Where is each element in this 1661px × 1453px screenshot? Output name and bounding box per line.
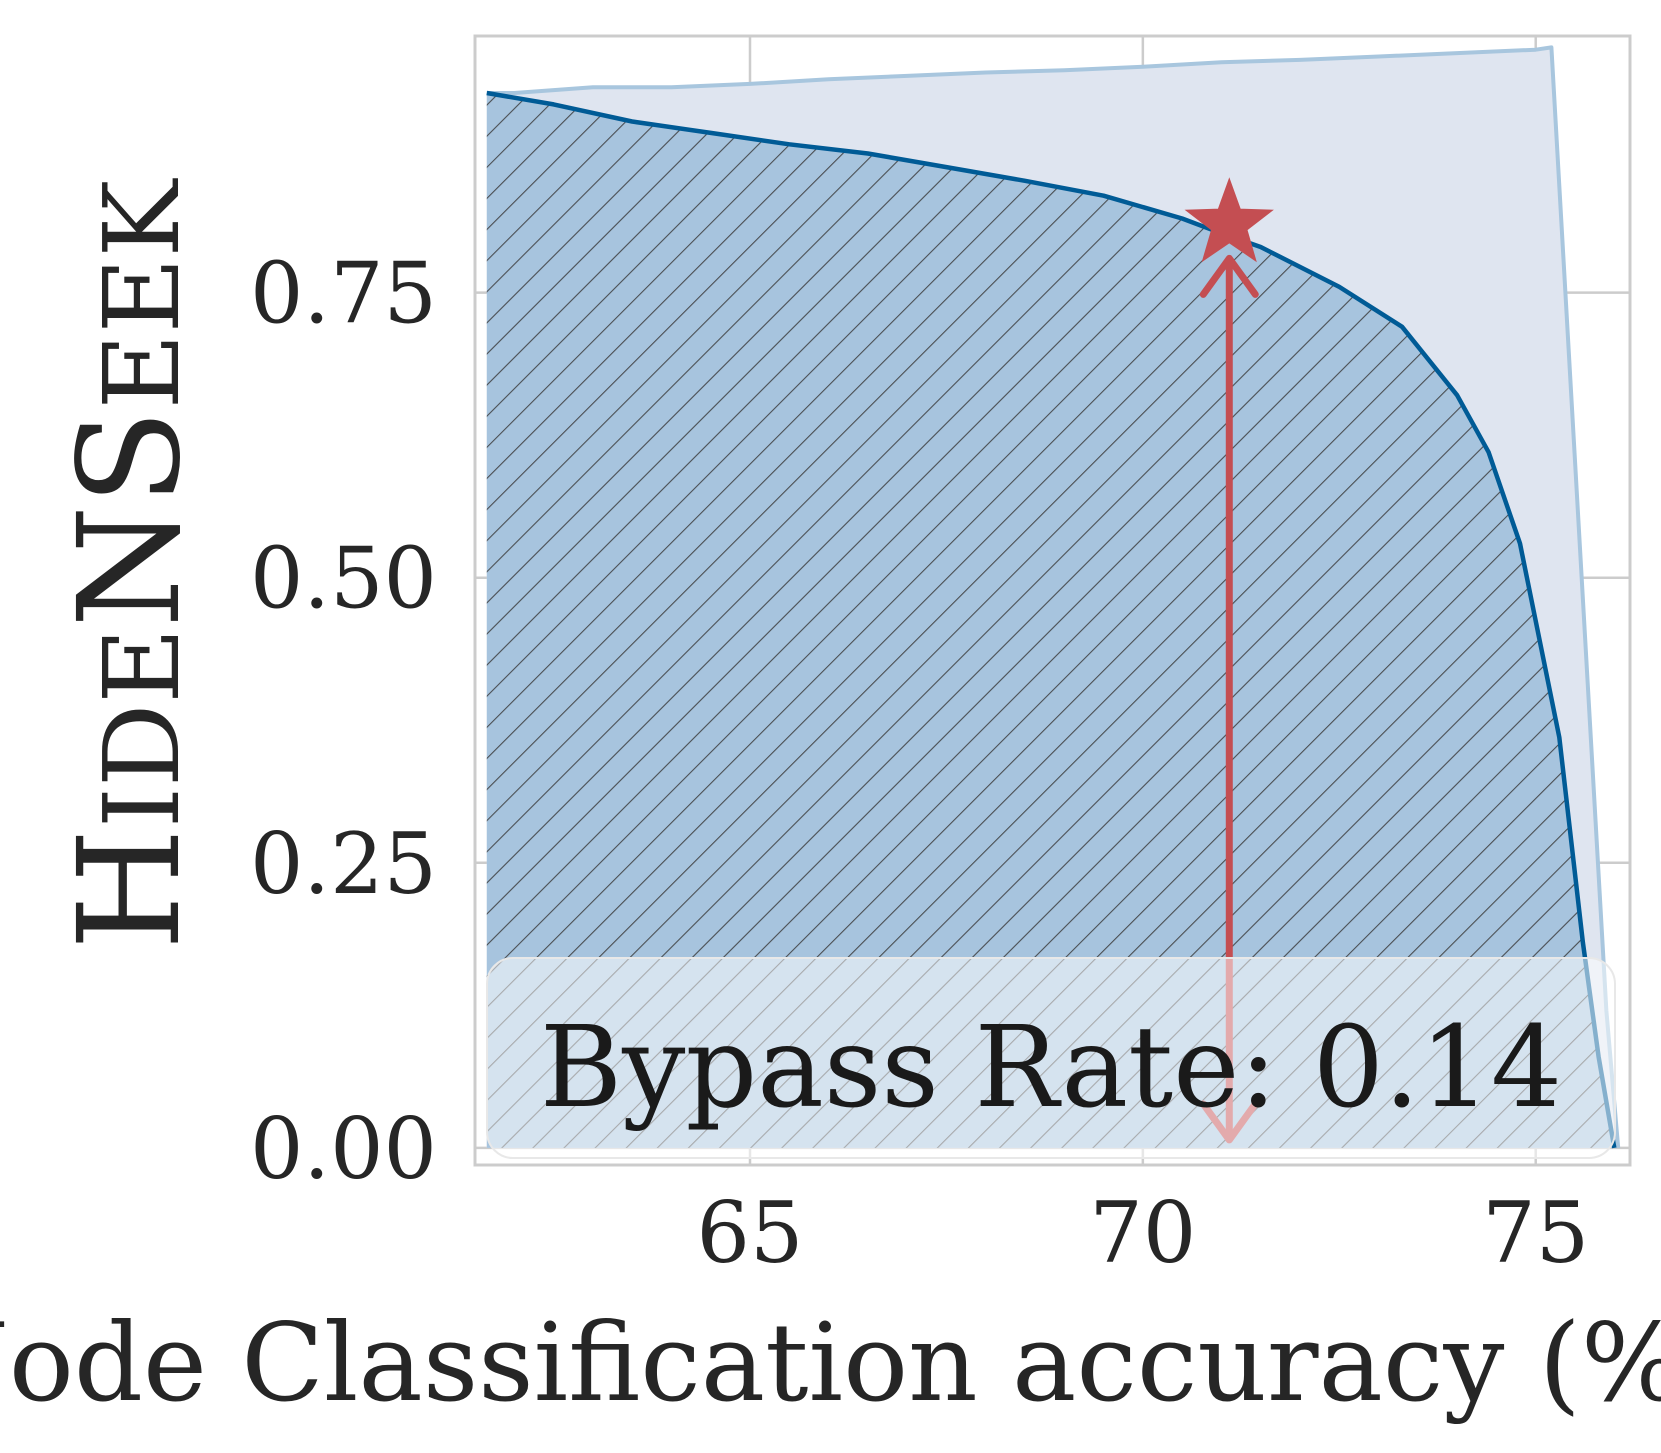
tick-labels: 65 70 75 0.00 0.25 0.50 0.75 (250, 245, 1589, 1282)
series-layer (486, 45, 1621, 1149)
y-tick-label: 0.50 (250, 530, 437, 628)
x-tick-label: 65 (697, 1184, 804, 1282)
y-tick-label: 0.75 (250, 245, 437, 343)
annotation-box (486, 957, 1616, 1159)
y-tick-label: 0.25 (250, 815, 437, 913)
arrow-head-top (1199, 254, 1259, 298)
series-detection-curve-hatch (486, 93, 1615, 1148)
x-tick-label: 75 (1482, 1184, 1589, 1282)
plot-frame (473, 34, 1632, 1167)
annotation-layer: Bypass Rate: 0.14 (486, 177, 1616, 1159)
annotation-text: Bypass Rate: 0.14 (540, 1003, 1562, 1133)
y-axis-label: HIDENSEEK (49, 177, 212, 950)
series-upper-envelope-line (486, 45, 1621, 1149)
star-marker (1184, 177, 1274, 263)
x-tick-label: 70 (1089, 1184, 1196, 1282)
x-axis-label: Node Classification accuracy (%) (0, 1301, 1661, 1426)
y-tick-label: 0.00 (250, 1100, 437, 1198)
